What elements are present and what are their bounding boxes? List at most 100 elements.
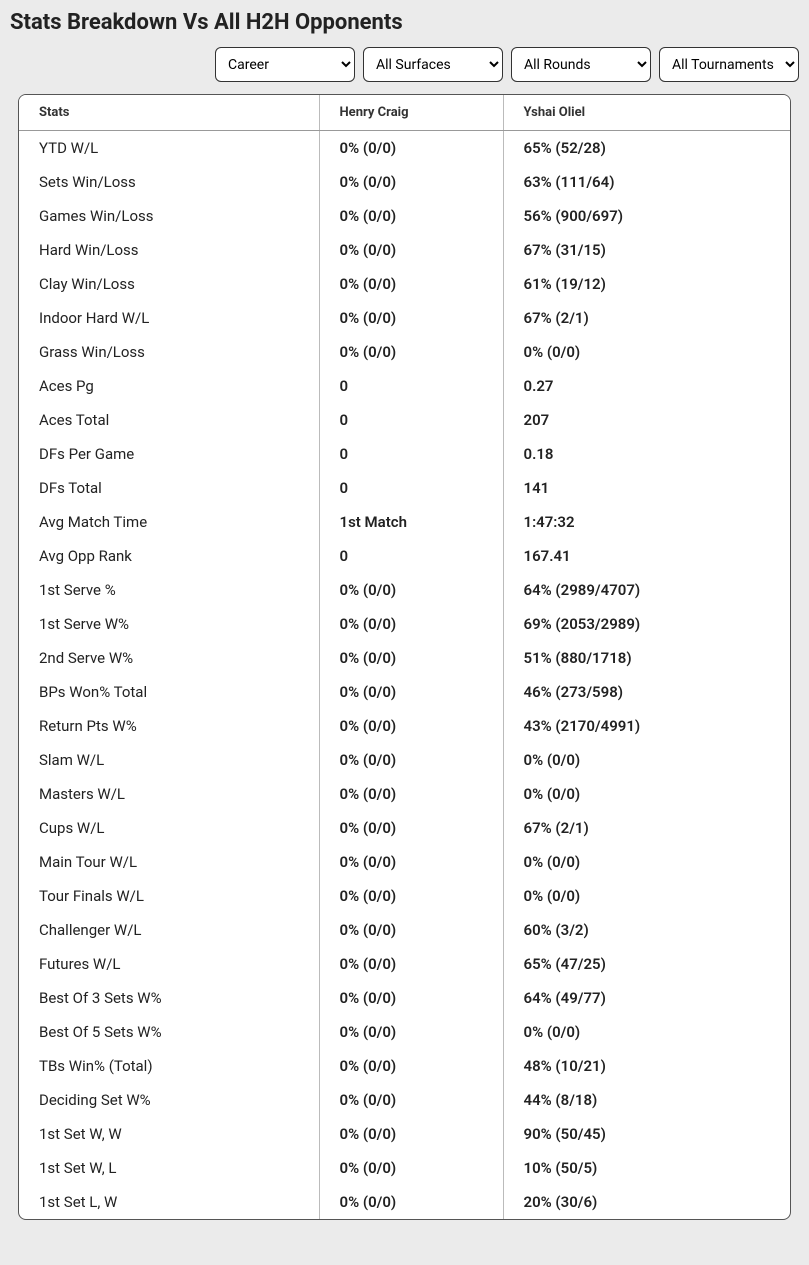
stat-label: BPs Won% Total	[19, 675, 319, 709]
stat-player2-value: 64% (49/77)	[503, 981, 790, 1015]
stat-player2-value: 1:47:32	[503, 505, 790, 539]
stat-label: Games Win/Loss	[19, 199, 319, 233]
table-row: 2nd Serve W%0% (0/0)51% (880/1718)	[19, 641, 790, 675]
stat-player1-value: 0	[319, 471, 503, 505]
filter-round-select[interactable]: All Rounds	[511, 47, 651, 82]
filter-career-select[interactable]: Career	[215, 47, 355, 82]
stat-label: 1st Serve W%	[19, 607, 319, 641]
stat-player2-value: 0% (0/0)	[503, 743, 790, 777]
col-header-stats: Stats	[19, 95, 319, 131]
stat-player2-value: 20% (30/6)	[503, 1185, 790, 1219]
table-row: Aces Pg00.27	[19, 369, 790, 403]
stat-player1-value: 0% (0/0)	[319, 199, 503, 233]
col-header-player2: Yshai Oliel	[503, 95, 790, 131]
stat-player1-value: 0% (0/0)	[319, 267, 503, 301]
stat-player2-value: 0.27	[503, 369, 790, 403]
stat-label: Tour Finals W/L	[19, 879, 319, 913]
table-row: Deciding Set W%0% (0/0)44% (8/18)	[19, 1083, 790, 1117]
stat-label: Sets Win/Loss	[19, 165, 319, 199]
stat-player1-value: 0% (0/0)	[319, 845, 503, 879]
stat-label: 1st Set L, W	[19, 1185, 319, 1219]
table-row: Masters W/L0% (0/0)0% (0/0)	[19, 777, 790, 811]
table-row: 1st Set W, W0% (0/0)90% (50/45)	[19, 1117, 790, 1151]
stat-player1-value: 0% (0/0)	[319, 777, 503, 811]
stat-player1-value: 1st Match	[319, 505, 503, 539]
stat-player2-value: 167.41	[503, 539, 790, 573]
stat-player1-value: 0% (0/0)	[319, 1015, 503, 1049]
stats-table-container: Stats Henry Craig Yshai Oliel YTD W/L0% …	[18, 94, 791, 1220]
stat-label: Futures W/L	[19, 947, 319, 981]
stat-label: 2nd Serve W%	[19, 641, 319, 675]
table-row: Grass Win/Loss0% (0/0)0% (0/0)	[19, 335, 790, 369]
stat-player1-value: 0% (0/0)	[319, 675, 503, 709]
stat-player2-value: 0% (0/0)	[503, 845, 790, 879]
stat-player1-value: 0% (0/0)	[319, 607, 503, 641]
table-row: Avg Opp Rank0167.41	[19, 539, 790, 573]
stat-label: Avg Match Time	[19, 505, 319, 539]
stat-player2-value: 67% (31/15)	[503, 233, 790, 267]
table-row: Clay Win/Loss0% (0/0)61% (19/12)	[19, 267, 790, 301]
table-row: BPs Won% Total0% (0/0)46% (273/598)	[19, 675, 790, 709]
table-row: Hard Win/Loss0% (0/0)67% (31/15)	[19, 233, 790, 267]
stat-player1-value: 0% (0/0)	[319, 743, 503, 777]
stat-player1-value: 0	[319, 403, 503, 437]
stat-player2-value: 0.18	[503, 437, 790, 471]
stat-player1-value: 0% (0/0)	[319, 335, 503, 369]
stat-label: Slam W/L	[19, 743, 319, 777]
stat-player2-value: 10% (50/5)	[503, 1151, 790, 1185]
stat-player2-value: 65% (47/25)	[503, 947, 790, 981]
table-row: Main Tour W/L0% (0/0)0% (0/0)	[19, 845, 790, 879]
stat-label: Return Pts W%	[19, 709, 319, 743]
stat-player2-value: 0% (0/0)	[503, 1015, 790, 1049]
stat-label: 1st Set W, L	[19, 1151, 319, 1185]
stat-player1-value: 0% (0/0)	[319, 947, 503, 981]
stat-player1-value: 0% (0/0)	[319, 641, 503, 675]
table-row: Futures W/L0% (0/0)65% (47/25)	[19, 947, 790, 981]
stats-table: Stats Henry Craig Yshai Oliel YTD W/L0% …	[19, 95, 790, 1219]
stat-label: Aces Total	[19, 403, 319, 437]
table-row: Aces Total0207	[19, 403, 790, 437]
stat-player1-value: 0% (0/0)	[319, 1083, 503, 1117]
stat-label: Cups W/L	[19, 811, 319, 845]
stat-player1-value: 0% (0/0)	[319, 301, 503, 335]
stat-player1-value: 0% (0/0)	[319, 981, 503, 1015]
table-row: Tour Finals W/L0% (0/0)0% (0/0)	[19, 879, 790, 913]
stat-player2-value: 141	[503, 471, 790, 505]
table-row: Avg Match Time1st Match1:47:32	[19, 505, 790, 539]
stat-label: Clay Win/Loss	[19, 267, 319, 301]
table-row: 1st Set L, W0% (0/0)20% (30/6)	[19, 1185, 790, 1219]
stat-player2-value: 69% (2053/2989)	[503, 607, 790, 641]
stat-player1-value: 0% (0/0)	[319, 879, 503, 913]
table-row: 1st Serve W%0% (0/0)69% (2053/2989)	[19, 607, 790, 641]
table-row: Cups W/L0% (0/0)67% (2/1)	[19, 811, 790, 845]
stat-player1-value: 0	[319, 539, 503, 573]
stat-label: Best Of 5 Sets W%	[19, 1015, 319, 1049]
table-row: DFs Total0141	[19, 471, 790, 505]
stat-player2-value: 0% (0/0)	[503, 879, 790, 913]
filter-tournament-select[interactable]: All Tournaments	[659, 47, 799, 82]
table-row: Challenger W/L0% (0/0)60% (3/2)	[19, 913, 790, 947]
page-title: Stats Breakdown Vs All H2H Opponents	[10, 10, 799, 35]
table-row: DFs Per Game00.18	[19, 437, 790, 471]
stat-label: Best Of 3 Sets W%	[19, 981, 319, 1015]
stat-player2-value: 0% (0/0)	[503, 335, 790, 369]
table-row: Games Win/Loss0% (0/0)56% (900/697)	[19, 199, 790, 233]
stat-player1-value: 0	[319, 369, 503, 403]
stat-label: Main Tour W/L	[19, 845, 319, 879]
stat-label: 1st Serve %	[19, 573, 319, 607]
table-row: Best Of 5 Sets W%0% (0/0)0% (0/0)	[19, 1015, 790, 1049]
stat-player2-value: 48% (10/21)	[503, 1049, 790, 1083]
stat-label: TBs Win% (Total)	[19, 1049, 319, 1083]
stat-player1-value: 0% (0/0)	[319, 1185, 503, 1219]
filter-surface-select[interactable]: All Surfaces	[363, 47, 503, 82]
stat-label: DFs Total	[19, 471, 319, 505]
stat-label: Avg Opp Rank	[19, 539, 319, 573]
stat-label: Indoor Hard W/L	[19, 301, 319, 335]
col-header-player1: Henry Craig	[319, 95, 503, 131]
stat-player2-value: 61% (19/12)	[503, 267, 790, 301]
stat-player2-value: 67% (2/1)	[503, 301, 790, 335]
stat-label: YTD W/L	[19, 131, 319, 166]
stat-player2-value: 43% (2170/4991)	[503, 709, 790, 743]
stat-player1-value: 0% (0/0)	[319, 709, 503, 743]
stat-label: Aces Pg	[19, 369, 319, 403]
